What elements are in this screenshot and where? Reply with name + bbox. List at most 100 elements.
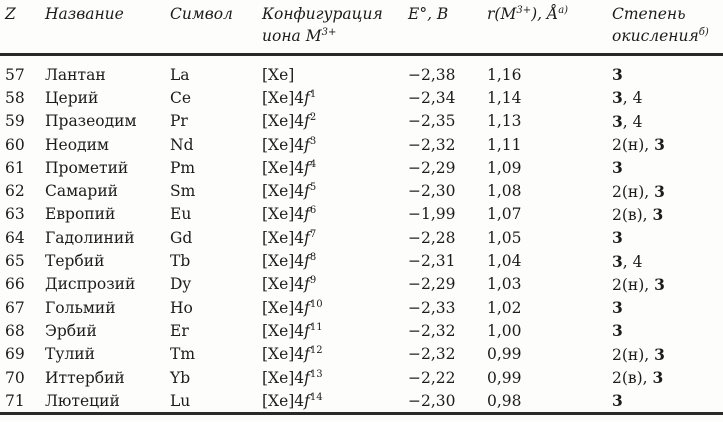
cell-symbol: Pm — [170, 158, 196, 177]
cell-config: [Xe]4f4 — [262, 158, 317, 177]
table-row: 57 Лантан La [Xe] −2,38 1,16 3 — [0, 55, 723, 87]
cell-radius: 1,05 — [487, 228, 522, 247]
cell-radius: 1,08 — [487, 182, 522, 201]
table-row: 68 Эрбий Er [Xe]4f11 −2,32 1,00 3 — [0, 319, 723, 342]
cell-oxidation: 3 — [612, 391, 623, 411]
cell-name: Гольмий — [45, 298, 116, 317]
cell-config: [Xe]4f10 — [262, 298, 323, 317]
cell-radius: 1,11 — [487, 135, 522, 154]
col-header-config: Конфигурация иона M3+ — [262, 0, 408, 56]
cell-radius: 0,98 — [487, 391, 522, 410]
cell-oxidation: 3, 4 — [612, 88, 643, 108]
cell-config: [Xe] — [262, 65, 295, 84]
header-config-line2: иона M3+ — [262, 26, 337, 45]
col-header-oxidation: Степень окисленияб) — [612, 0, 723, 56]
cell-name: Лантан — [45, 65, 106, 84]
cell-radius: 1,02 — [487, 298, 522, 317]
cell-potential: −2,32 — [408, 135, 456, 154]
cell-name: Тербий — [45, 252, 105, 271]
cell-potential: −2,29 — [408, 158, 456, 177]
cell-symbol: Dy — [170, 275, 192, 294]
cell-radius: 0,99 — [487, 368, 522, 387]
cell-symbol: Tb — [170, 252, 191, 271]
cell-radius: 1,13 — [487, 112, 522, 131]
cell-radius: 1,04 — [487, 252, 522, 271]
cell-config: [Xe]4f3 — [262, 135, 317, 154]
header-z-label: Z — [5, 5, 16, 23]
cell-config: [Xe]4f1 — [262, 88, 317, 107]
cell-potential: −2,29 — [408, 275, 456, 294]
col-header-symbol: Символ — [170, 0, 262, 56]
cell-config: [Xe]4f9 — [262, 275, 317, 294]
cell-z: 62 — [5, 182, 25, 201]
col-header-radius: r(M3+), Åа) — [487, 0, 612, 56]
cell-config: [Xe]4f11 — [262, 321, 323, 340]
cell-oxidation: 2(н), 3 — [612, 344, 665, 364]
cell-potential: −2,22 — [408, 368, 456, 387]
cell-z: 60 — [5, 135, 25, 154]
cell-symbol: Yb — [170, 368, 191, 387]
cell-name: Тулий — [45, 345, 95, 364]
header-oxidation-line2: окисленияб) — [612, 26, 709, 45]
cell-oxidation: 2(в), 3 — [612, 368, 664, 387]
cell-radius: 1,07 — [487, 205, 522, 224]
cell-config: [Xe]4f5 — [262, 181, 317, 201]
cell-name: Эрбий — [45, 321, 97, 340]
cell-config: [Xe]4f6 — [262, 205, 317, 224]
table-row: 67 Гольмий Ho [Xe]4f10 −2,33 1,02 3 — [0, 296, 723, 319]
table-header: Z Название Символ Конфигурация иона M3+ … — [0, 0, 723, 56]
table-row: 60 Неодим Nd [Xe]4f3 −2,32 1,11 2(н), 3 — [0, 133, 723, 156]
cell-oxidation: 3, 4 — [612, 111, 643, 131]
cell-potential: −2,31 — [408, 252, 456, 271]
header-config-line1: Конфигурация — [262, 5, 383, 23]
cell-z: 67 — [5, 298, 25, 317]
table-row: 70 Иттербий Yb [Xe]4f13 −2,22 0,99 2(в), 3 — [0, 366, 723, 389]
cell-z: 61 — [5, 158, 25, 177]
cell-z: 71 — [5, 391, 25, 410]
cell-radius: 1,00 — [487, 321, 522, 340]
cell-symbol: Nd — [170, 135, 194, 154]
cell-z: 58 — [5, 88, 25, 107]
table-row: 63 Европий Eu [Xe]4f6 −1,99 1,07 2(в), 3 — [0, 203, 723, 226]
cell-config: [Xe]4f7 — [262, 228, 317, 247]
header-radius-label: r(M3+), Åа) — [487, 4, 569, 23]
cell-name: Европий — [45, 205, 116, 224]
col-header-potential: E°, В — [408, 0, 487, 56]
cell-z: 66 — [5, 275, 25, 294]
cell-radius: 1,03 — [487, 275, 522, 294]
cell-potential: −2,38 — [408, 65, 456, 84]
cell-symbol: Tm — [170, 345, 196, 364]
table-row: 66 Диспрозий Dy [Xe]4f9 −2,29 1,03 2(н), 3 — [0, 273, 723, 296]
table-row: 71 Лютеций Lu [Xe]4f14 −2,30 0,98 3 — [0, 389, 723, 414]
cell-symbol: Sm — [170, 182, 196, 201]
cell-z: 69 — [5, 345, 25, 364]
table-body: 57 Лантан La [Xe] −2,38 1,16 3 58 Церий Ce [Xe]4f1… — [0, 55, 723, 414]
cell-symbol: Ce — [170, 88, 192, 107]
cell-oxidation: 2(н), 3 — [612, 135, 665, 155]
cell-radius: 0,99 — [487, 345, 522, 364]
cell-oxidation: 3 — [612, 321, 623, 341]
cell-config: [Xe]4f12 — [262, 345, 323, 364]
cell-oxidation: 2(в), 3 — [612, 204, 664, 224]
cell-potential: −2,34 — [408, 88, 456, 107]
cell-z: 64 — [5, 228, 25, 247]
cell-name: Церий — [45, 88, 99, 107]
cell-z: 59 — [5, 112, 25, 131]
cell-oxidation: 2(н), 3 — [612, 274, 665, 294]
cell-potential: −1,99 — [408, 205, 456, 224]
table-row: 59 Празеодим Pr [Xe]4f2 −2,35 1,13 3, 4 — [0, 110, 723, 133]
col-header-name: Название — [45, 0, 170, 56]
header-oxidation-line1: Степень — [612, 5, 686, 23]
table-row: 61 Прометий Pm [Xe]4f4 −2,29 1,09 3 — [0, 156, 723, 179]
cell-config: [Xe]4f14 — [262, 391, 323, 410]
cell-radius: 1,14 — [487, 88, 522, 107]
cell-potential: −2,30 — [408, 182, 456, 201]
cell-name: Неодим — [45, 135, 109, 154]
cell-name: Празеодим — [45, 112, 137, 131]
cell-symbol: Ho — [170, 298, 193, 317]
cell-z: 57 — [5, 65, 25, 84]
cell-symbol: Er — [170, 321, 189, 340]
cell-oxidation: 3 — [612, 298, 623, 318]
